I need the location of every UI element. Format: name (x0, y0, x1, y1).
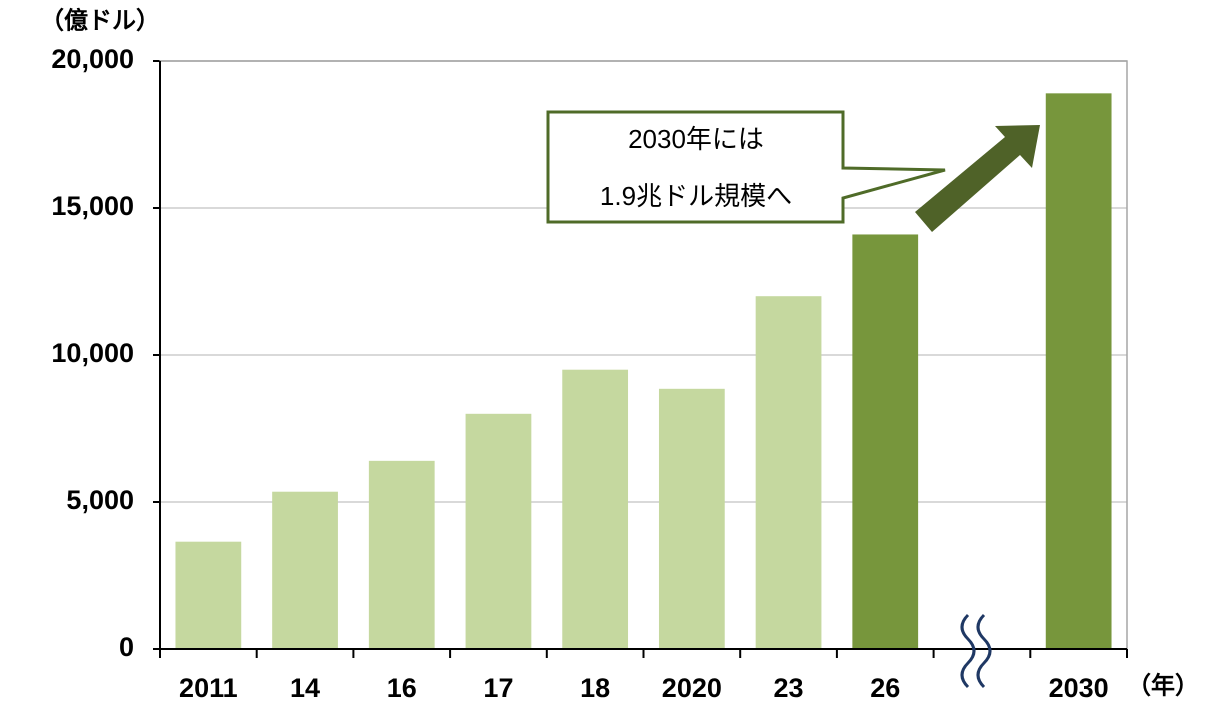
bar (852, 234, 919, 649)
bar (1045, 93, 1112, 650)
bar (755, 296, 822, 649)
x-tick-label: 18 (580, 673, 610, 703)
bar (368, 460, 435, 649)
x-tick-label: 23 (774, 673, 804, 703)
y-tick-label: 15,000 (51, 191, 134, 221)
bar (658, 388, 725, 649)
x-tick-label: 2020 (662, 673, 722, 703)
bar (175, 541, 242, 649)
x-tick-label: 2030 (1049, 673, 1109, 703)
y-tick-label: 20,000 (51, 44, 134, 74)
x-tick-label: 14 (290, 673, 320, 703)
plot: 0 5,000 10,000 15,000 20,000 2011 14 16 17 18 2020… (51, 44, 1128, 703)
x-unit-label: （年） (1127, 671, 1199, 699)
x-tick-label: 2011 (179, 673, 238, 703)
y-tick-label: 10,000 (51, 338, 134, 368)
x-tick-label: 26 (870, 673, 900, 703)
x-tick-label: 16 (387, 673, 417, 703)
axis-break (960, 613, 992, 689)
y-tick-label: 5,000 (66, 485, 134, 515)
x-tick-label: 17 (483, 673, 513, 703)
y-tick-label: 0 (119, 632, 134, 662)
bar (465, 413, 532, 649)
callout-text: 2030年には (628, 124, 764, 154)
callout-text: 1.9兆ドル規模へ (600, 181, 792, 211)
trend-arrow (915, 125, 1040, 232)
bar (562, 369, 629, 649)
bar (272, 491, 338, 649)
y-unit-label: （億ドル） (40, 6, 160, 34)
callout-box (546, 110, 946, 224)
